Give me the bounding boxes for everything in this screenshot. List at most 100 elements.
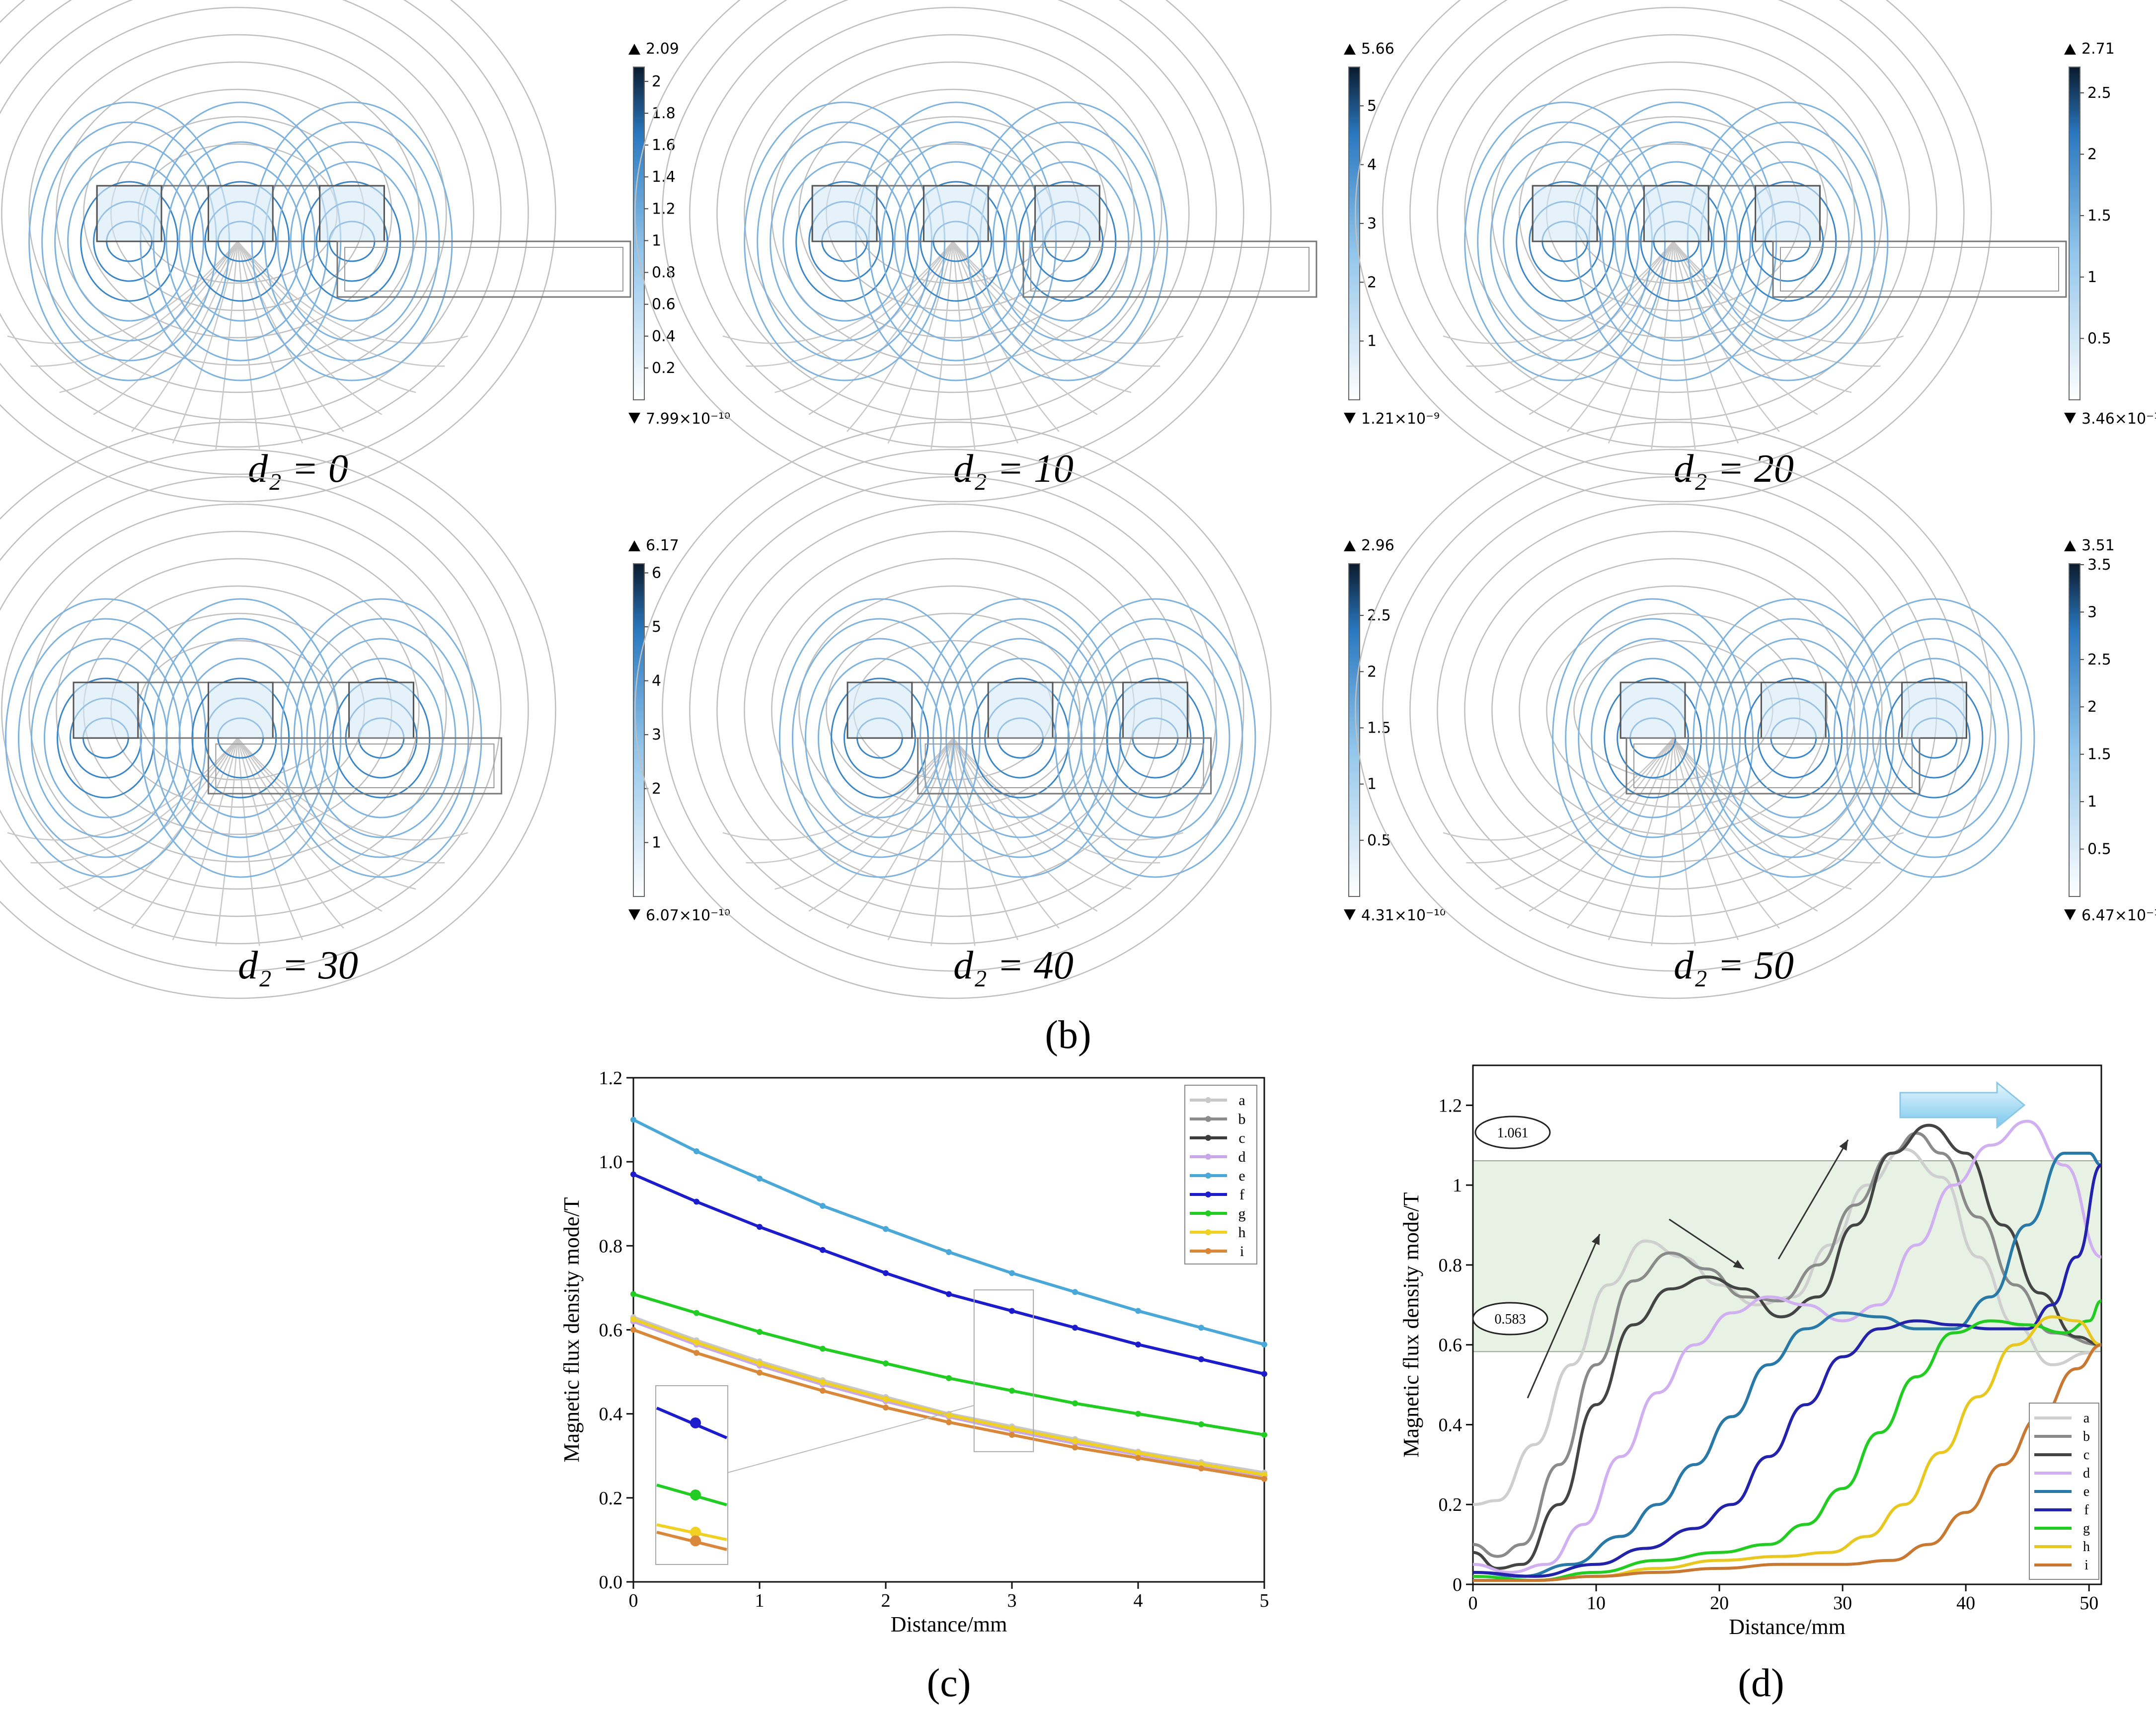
max-triangle-icon xyxy=(1344,44,1356,55)
field-line xyxy=(0,421,556,999)
max-triangle-icon xyxy=(2064,540,2076,551)
field-line xyxy=(237,738,304,941)
series-line-e xyxy=(1472,1151,2102,1578)
field-line xyxy=(1519,88,1828,339)
magnet xyxy=(987,681,1054,739)
x-axis-label: Distance/mm xyxy=(1729,1615,1846,1639)
data-point-i xyxy=(820,1388,826,1394)
inset-marker xyxy=(690,1535,701,1547)
data-point-h xyxy=(693,1339,699,1345)
field-line xyxy=(1491,558,1855,863)
legend-label-c: c xyxy=(2083,1447,2089,1463)
colorbar-max: 2.71 xyxy=(2081,40,2115,58)
data-point-g xyxy=(1261,1431,1267,1438)
field-line xyxy=(952,241,1132,393)
x-tick-label: 30 xyxy=(1833,1593,1852,1614)
y-tick-label: 0.4 xyxy=(1439,1414,1463,1435)
field-line xyxy=(59,241,238,393)
data-point-f xyxy=(630,1171,636,1178)
zoom-connector xyxy=(727,1405,975,1473)
field-line xyxy=(1608,738,1674,941)
colorbar-gradient xyxy=(633,67,645,400)
field-plot xyxy=(634,0,1317,503)
colorbar-tick-label: 2 xyxy=(2087,146,2097,163)
annotation-bubble xyxy=(1472,1302,1548,1336)
field-line xyxy=(808,738,954,912)
field-line xyxy=(1464,530,1883,890)
field-line xyxy=(774,241,954,393)
field-line xyxy=(1673,241,1818,415)
annotation-bubble xyxy=(1474,1116,1551,1149)
data-point-f xyxy=(1261,1371,1267,1377)
field-line xyxy=(887,241,954,444)
magnet xyxy=(1122,681,1188,739)
field-line xyxy=(1529,738,1674,912)
magnet xyxy=(1532,185,1598,242)
field-line xyxy=(771,61,1135,366)
legend-marker-d xyxy=(1205,1154,1211,1160)
legend-label-f: f xyxy=(2084,1502,2089,1518)
magnet xyxy=(348,681,414,739)
colorbar-tick-label: 0.6 xyxy=(652,296,676,313)
legend-label-h: h xyxy=(1238,1224,1246,1241)
data-point-h xyxy=(946,1412,952,1418)
field-line xyxy=(952,241,1160,367)
field-panel-1: 5.66 5 4 3 2 1 1.21×10⁻⁹ d₂ = 10 xyxy=(634,0,1440,503)
field-line xyxy=(774,738,954,890)
field-line xyxy=(952,241,1019,444)
legend-marker-a xyxy=(1205,1097,1211,1103)
colorbar-tick-label: 4 xyxy=(652,672,661,690)
receiver-box-inner xyxy=(924,744,1204,788)
legend-label-i: i xyxy=(1240,1243,1244,1260)
data-point-i xyxy=(630,1327,636,1333)
field-plot xyxy=(0,0,631,503)
field-line xyxy=(746,241,954,367)
colorbar-tick-label: 1.6 xyxy=(652,137,676,154)
receiver-box xyxy=(207,737,502,795)
y-tick-label: 0.6 xyxy=(599,1320,623,1341)
colorbar-gradient xyxy=(2069,67,2080,400)
data-point-e xyxy=(630,1116,636,1123)
magnet xyxy=(847,681,913,739)
colorbar-tick-label: 2 xyxy=(652,73,661,90)
field-line xyxy=(1673,738,1696,946)
data-point-e xyxy=(1198,1325,1204,1331)
field-line xyxy=(1673,738,1904,841)
legend-label-d: d xyxy=(2083,1466,2090,1481)
colorbar-max: 2.96 xyxy=(1361,537,1394,554)
data-point-f xyxy=(883,1270,889,1276)
field-line xyxy=(215,738,238,946)
field-line xyxy=(1443,738,1674,841)
legend-label-d: d xyxy=(1238,1149,1246,1165)
x-tick-label: 0 xyxy=(1468,1593,1478,1614)
panel-d2-label: d₂ = 50 xyxy=(1674,944,1794,987)
series-line-d xyxy=(1472,1119,2102,1574)
colorbar-tick-label: 1.2 xyxy=(652,200,676,218)
legend-marker-e xyxy=(1205,1173,1211,1179)
field-line xyxy=(952,241,1098,415)
legend-marker-i xyxy=(1205,1248,1211,1254)
field-line xyxy=(1673,738,1739,941)
field-line xyxy=(930,241,954,449)
colorbar-tick-label: 2 xyxy=(2087,698,2097,716)
y-tick-label: 0.8 xyxy=(599,1236,623,1257)
data-point-g xyxy=(1135,1411,1141,1417)
data-point-e xyxy=(1072,1289,1078,1295)
field-line xyxy=(952,738,1019,941)
data-point-h xyxy=(1261,1472,1267,1478)
colorbar-min: 1.21×10⁻⁹ xyxy=(1361,410,1440,428)
legend-marker-h xyxy=(1205,1229,1211,1235)
field-line xyxy=(1382,0,1965,475)
field-line xyxy=(722,738,954,841)
magnet xyxy=(207,681,274,739)
field-line xyxy=(1519,585,1828,835)
colorbar-tick-label: 1.5 xyxy=(1367,719,1391,737)
series-line-c xyxy=(1472,1123,2102,1570)
trend-arrow xyxy=(1669,1218,1744,1270)
field-line xyxy=(847,738,954,929)
legend-label-b: b xyxy=(1238,1111,1246,1127)
colorbar-tick-label: 2 xyxy=(1367,663,1377,680)
receiver-box-inner xyxy=(1780,247,2059,292)
field-line xyxy=(237,738,260,946)
